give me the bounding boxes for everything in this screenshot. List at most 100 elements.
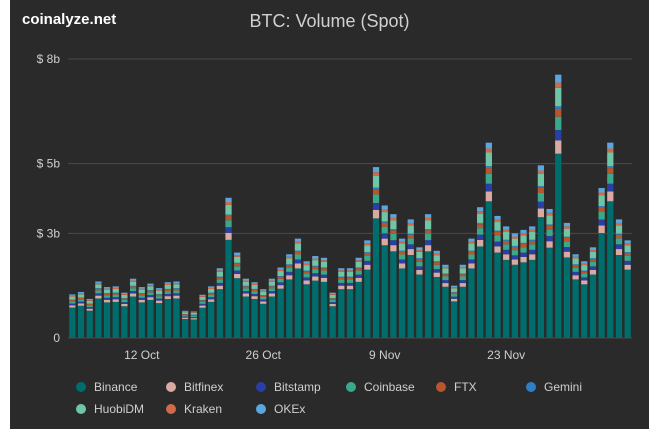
bar-segment-ftx: [77, 297, 85, 300]
bar-segment-bitstamp: [129, 291, 137, 294]
bar-segment-bitfinex: [260, 301, 267, 304]
bar-segment-binance: [581, 284, 588, 338]
bar-segment-kraken: [546, 212, 553, 216]
bar-segment-binance: [511, 264, 518, 338]
bar-stack: [555, 74, 562, 338]
bar-segment-okex: [624, 240, 631, 244]
bar-segment-kraken: [451, 287, 458, 289]
bar-segment-binance: [589, 274, 597, 338]
bar-segment-binance: [442, 286, 449, 338]
bar-segment-binance: [103, 302, 111, 338]
bar-segment-kraken: [147, 285, 154, 287]
x-tick-label: 9 Nov: [369, 348, 400, 362]
bar-stack: [520, 229, 527, 338]
bar-segment-huobidm: [529, 231, 536, 240]
bar-segment-huobidm: [615, 225, 623, 234]
y-tick-label: $ 3b: [37, 226, 61, 240]
legend-item-bitfinex[interactable]: Bitfinex: [166, 380, 223, 394]
bar-segment-coinbase: [477, 228, 484, 235]
bar-segment-kraken: [216, 270, 223, 272]
bar-segment-huobidm: [355, 261, 362, 268]
bar-segment-bitfinex: [503, 254, 510, 260]
legend-item-binance[interactable]: Binance: [76, 380, 137, 394]
bar-segment-binance: [268, 296, 276, 338]
bar-segment-ftx: [424, 230, 432, 234]
bar-segment-okex: [546, 208, 553, 213]
bar-segment-ftx: [225, 216, 232, 221]
legend-swatch: [526, 382, 536, 392]
bar-segment-okex: [147, 283, 154, 286]
bar-segment-binance: [503, 259, 510, 338]
bar-segment-kraken: [95, 283, 102, 285]
bar-stack: [112, 286, 119, 338]
bar-segment-okex: [424, 214, 432, 218]
bar-segment-kraken: [103, 288, 111, 290]
bar-segment-gemini: [251, 288, 258, 290]
bar-segment-coinbase: [234, 266, 241, 271]
bar-segment-binance: [147, 299, 154, 338]
bar-stack: [69, 294, 76, 338]
bar-segment-binance: [485, 201, 492, 338]
bar-segment-ftx: [121, 298, 128, 300]
bar-segment-ftx: [529, 240, 536, 245]
bar-segment-coinbase: [164, 291, 171, 294]
bar-segment-gemini: [372, 187, 380, 190]
bar-segment-kraken: [407, 222, 414, 226]
bar-segment-bitstamp: [338, 282, 345, 286]
bar-segment-gemini: [242, 285, 249, 287]
bar-segment-bitstamp: [69, 303, 76, 306]
bar-segment-kraken: [398, 241, 406, 244]
bar-segment-ftx: [303, 271, 310, 274]
bar-segment-bitfinex: [216, 285, 223, 290]
bar-segment-huobidm: [433, 255, 440, 262]
legend-item-okex[interactable]: OKEx: [256, 402, 305, 416]
bar-segment-kraken: [416, 250, 423, 252]
bar-segment-bitfinex: [624, 264, 631, 270]
legend-item-ftx[interactable]: FTX: [436, 380, 477, 394]
bar-segment-kraken: [607, 148, 614, 153]
bar-segment-gemini: [477, 222, 484, 225]
bar-segment-bitstamp: [451, 296, 458, 299]
bar-segment-okex: [329, 292, 336, 295]
bar-stack: [208, 286, 215, 338]
bar-segment-ftx: [494, 231, 501, 236]
bar-segment-gemini: [416, 258, 423, 260]
bar-segment-gemini: [234, 262, 241, 264]
bar-segment-bitfinex: [572, 275, 579, 280]
bar-segment-coinbase: [520, 247, 527, 253]
bar-segment-binance: [138, 302, 145, 338]
bar-segment-kraken: [155, 289, 163, 291]
bar-segment-coinbase: [563, 241, 571, 248]
bar-segment-binance: [208, 301, 215, 338]
bar-segment-coinbase: [459, 276, 466, 281]
legend-item-coinbase[interactable]: Coinbase: [346, 380, 415, 394]
legend-item-huobidm[interactable]: HuobiDM: [76, 402, 144, 416]
bar-stack: [303, 261, 310, 338]
bar-segment-ftx: [563, 237, 571, 242]
bar-segment-kraken: [320, 260, 328, 262]
bar-segment-binance: [459, 286, 466, 338]
bar-segment-kraken: [129, 280, 137, 282]
bar-segment-binance: [477, 246, 484, 338]
bar-segment-gemini: [555, 106, 562, 109]
bar-segment-coinbase: [624, 255, 631, 261]
bar-segment-bitfinex: [338, 285, 345, 290]
bar-stack: [390, 214, 397, 338]
bar-segment-gemini: [607, 166, 614, 169]
legend-item-bitstamp[interactable]: Bitstamp: [256, 380, 321, 394]
legend-item-kraken[interactable]: Kraken: [166, 402, 222, 416]
bar-segment-okex: [242, 278, 249, 281]
bar-segment-bitstamp: [563, 247, 571, 252]
bar-segment-kraken: [121, 294, 128, 295]
bar-segment-bitfinex: [520, 256, 527, 263]
bar-segment-coinbase: [312, 269, 319, 274]
bar-segment-ftx: [86, 304, 93, 306]
bar-segment-kraken: [468, 241, 475, 244]
bar-segment-gemini: [208, 292, 215, 294]
bar-segment-okex: [286, 254, 293, 257]
bar-segment-binance: [546, 247, 553, 338]
bar-segment-binance: [338, 289, 345, 338]
legend-item-gemini[interactable]: Gemini: [526, 380, 582, 394]
bar-segment-bitstamp: [494, 241, 501, 247]
bar-segment-ftx: [398, 251, 406, 255]
